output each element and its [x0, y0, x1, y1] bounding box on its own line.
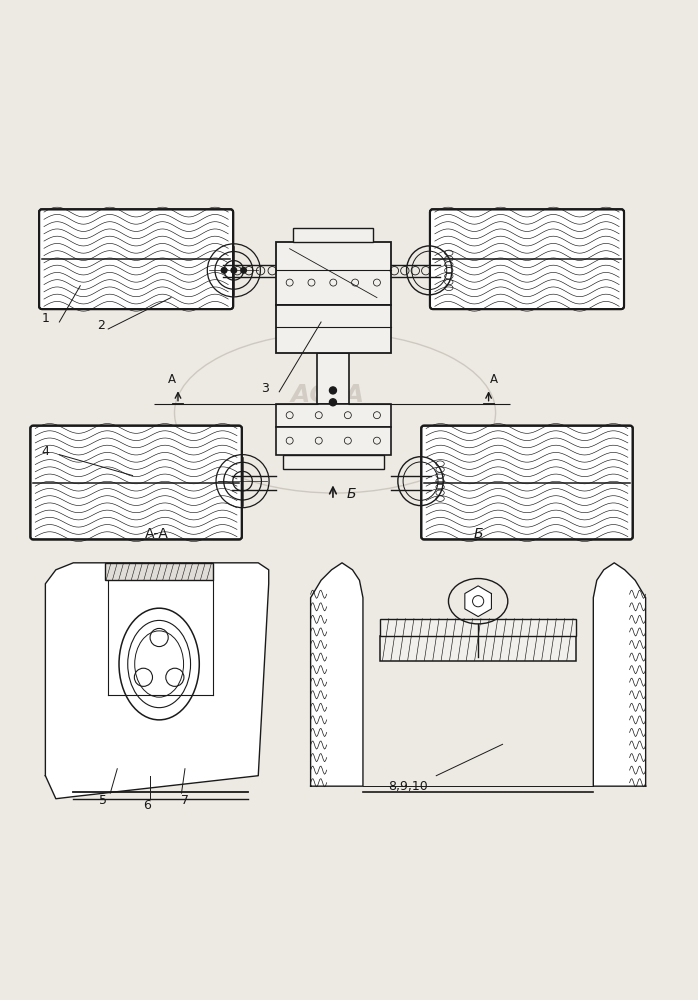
Bar [105, 563, 213, 580]
Bar [380, 636, 576, 661]
Bar [276, 404, 391, 427]
Text: А: А [490, 373, 498, 386]
Circle shape [231, 268, 237, 273]
Text: Б: Б [347, 487, 357, 501]
Circle shape [329, 387, 336, 394]
Bar [276, 242, 391, 305]
FancyBboxPatch shape [31, 426, 242, 539]
Bar [317, 353, 348, 404]
Text: 1: 1 [41, 312, 50, 325]
Polygon shape [593, 563, 646, 786]
FancyBboxPatch shape [422, 426, 633, 539]
Text: 2: 2 [97, 319, 105, 332]
Text: АСТА: АСТА [291, 383, 365, 407]
Text: 8,9,10: 8,9,10 [389, 780, 428, 793]
Text: А: А [168, 373, 177, 386]
Circle shape [221, 268, 227, 273]
Text: 6: 6 [142, 799, 151, 812]
Polygon shape [45, 563, 269, 799]
Text: 4: 4 [41, 445, 50, 458]
Bar [283, 455, 384, 469]
Text: Б: Б [473, 527, 483, 541]
Text: 3: 3 [261, 382, 269, 395]
Text: 7: 7 [181, 794, 189, 807]
Circle shape [329, 399, 336, 406]
Bar [276, 305, 391, 353]
Text: А-А: А-А [145, 527, 169, 541]
FancyBboxPatch shape [430, 209, 624, 309]
Text: 5: 5 [99, 794, 107, 807]
Bar [276, 427, 391, 455]
Polygon shape [311, 563, 363, 786]
Circle shape [241, 268, 246, 273]
Bar [380, 619, 576, 636]
FancyBboxPatch shape [39, 209, 233, 309]
Polygon shape [465, 586, 491, 617]
Text: Accomplish: Accomplish [317, 418, 381, 428]
Bar [293, 228, 373, 242]
